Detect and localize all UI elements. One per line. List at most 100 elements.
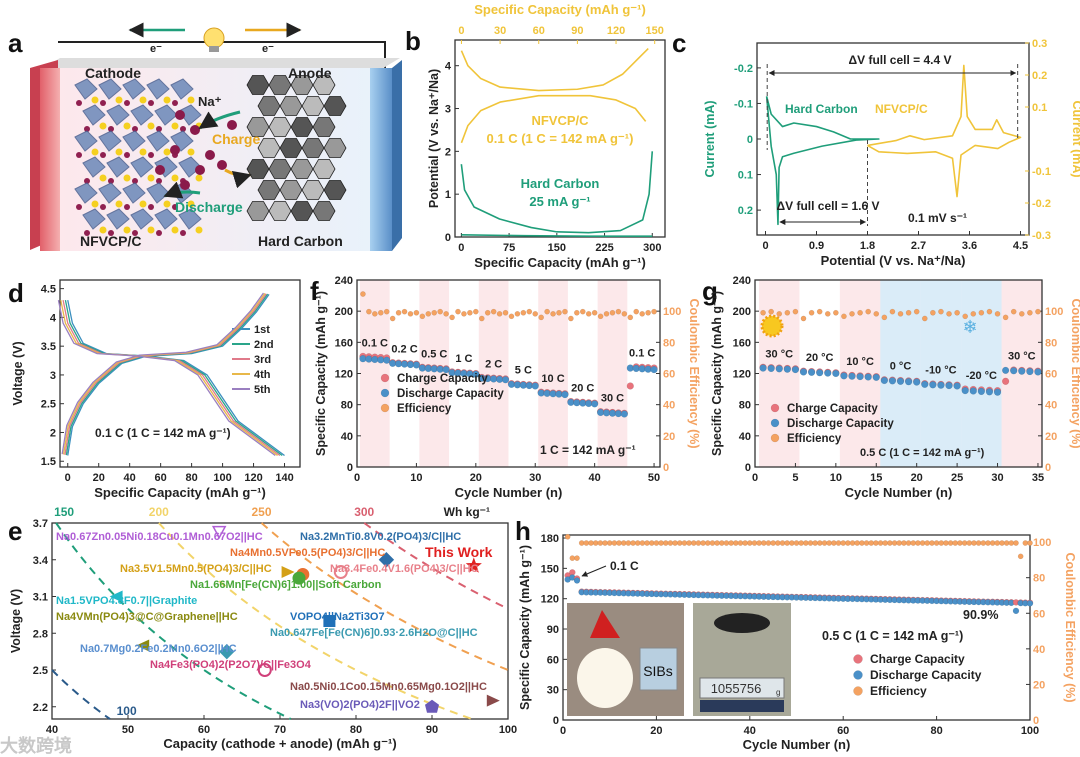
carbon-hexagon-icon <box>323 180 347 200</box>
efficiency-point <box>1027 309 1033 316</box>
energy-density-line <box>51 669 111 720</box>
sodium-atom-icon <box>172 100 178 106</box>
point-label: Na0.647Fe[Fe(CN)6]0.93·2.6H2O@C||HC <box>270 627 478 639</box>
discharge-capacity-point <box>1026 600 1034 607</box>
panel-h-axes: 0 20 40 60 80 1000306090120150180020406080100… <box>518 533 1077 752</box>
efficiency-point <box>425 310 432 317</box>
lattice-atom-icon <box>163 148 171 156</box>
cathode-material-label: NFVCP/C <box>80 233 141 249</box>
efficiency-point <box>490 308 497 315</box>
sodium-atom-icon <box>124 152 130 158</box>
annotation: 0.1 C <box>610 559 639 573</box>
panel-letter-f: f <box>310 276 319 306</box>
y2-tick-label: 60 <box>1045 369 1057 381</box>
y-tick-label: 90 <box>547 624 559 636</box>
sodium-atom-icon <box>84 178 90 184</box>
efficiency-point <box>484 309 491 316</box>
segment-label: -10 °C <box>925 365 956 377</box>
efficiency-point <box>407 310 414 317</box>
x-tick-label: 0.9 <box>809 240 824 252</box>
x2-tick-label: 120 <box>607 25 625 37</box>
efficiency-point <box>449 314 455 321</box>
segment-label: 30 °C <box>1008 351 1036 363</box>
discharge-capacity-point <box>880 376 889 385</box>
y2-tick-label: 0.1 <box>1032 102 1047 114</box>
lattice-atom-icon <box>171 122 179 130</box>
carbon-hexagon-icon <box>301 138 325 158</box>
sodium-atom-icon <box>148 100 154 106</box>
y2-tick-label: 20 <box>663 431 675 443</box>
watermark: 大数跨境 <box>0 735 72 756</box>
efficiency-point <box>832 309 839 316</box>
annotation: 0.1 mV s⁻¹ <box>908 211 967 225</box>
x-tick-label: 150 <box>548 242 566 254</box>
sodium-atom-icon <box>132 178 138 184</box>
efficiency-point <box>962 313 969 320</box>
panel-letter-h: h <box>515 516 531 546</box>
x-tick-label: 60 <box>155 472 167 484</box>
y-tick-label: 1 <box>445 189 451 201</box>
carbon-hexagon-icon <box>246 201 270 221</box>
discharge-capacity-point <box>472 370 480 378</box>
y-axis-title: Specific Capacity (mAh g⁻¹) <box>518 545 532 710</box>
x-tick-label: 20 <box>650 725 662 737</box>
cycle-3rd-curve <box>62 300 281 457</box>
discharge-capacity-point <box>896 377 905 385</box>
y-tick-label: 0 <box>745 462 751 474</box>
y-tick-label: 1.5 <box>41 456 56 468</box>
efficiency-point <box>873 310 880 317</box>
y-axis-title: Specific Capacity (mAh g⁻¹) <box>710 291 724 456</box>
energy-density-line <box>55 522 292 720</box>
y-tick-label: 2.2 <box>33 702 48 714</box>
y-tick-label: 0 <box>553 715 559 727</box>
efficiency-point <box>849 540 856 546</box>
cycle-1st-curve <box>67 300 285 457</box>
efficiency-point <box>970 310 977 317</box>
x-tick-label: 120 <box>244 472 262 484</box>
balance-display <box>699 677 785 699</box>
lattice-atom-icon <box>99 226 107 234</box>
legend-label: Discharge Capacity <box>787 418 894 430</box>
cycle-5th-curve <box>61 292 264 455</box>
discharge-capacity-point <box>888 377 897 385</box>
efficiency-point <box>431 309 438 316</box>
lattice-octahedron-icon <box>178 208 202 230</box>
series-line-3 <box>461 234 653 237</box>
efficiency-point <box>930 309 936 316</box>
efficiency-point <box>800 315 807 322</box>
carbon-hexagon-icon <box>312 159 336 179</box>
lattice-atom-icon <box>115 148 123 156</box>
sodium-atom-icon <box>156 126 162 132</box>
discharge-capacity-point <box>945 381 953 390</box>
series-line-2 <box>460 151 654 234</box>
lattice-octahedron-icon <box>82 104 106 126</box>
efficiency-point <box>784 309 791 316</box>
point-label: VOPO4||Na2Ti3O7 <box>290 611 385 623</box>
sodium-ion-icon <box>205 150 215 160</box>
legend-marker <box>380 388 390 398</box>
x2-axis-title: Specific Capacity (mAh g⁻¹) <box>474 2 646 17</box>
charge-label: Charge <box>212 131 260 147</box>
lattice-atom-icon <box>171 174 179 182</box>
lattice-atom-icon <box>139 96 147 104</box>
y-tick-label: 120 <box>733 369 751 381</box>
efficiency-point <box>526 308 533 315</box>
y2-tick-label: 80 <box>1045 337 1057 349</box>
sodium-atom-icon <box>100 204 106 210</box>
y2-tick-label: 0 <box>663 462 669 474</box>
discharge-capacity-point <box>921 380 929 389</box>
y2-tick-label: 40 <box>1045 400 1057 412</box>
x2-tick-label: 60 <box>533 25 545 37</box>
y-tick-label: 0.2 <box>738 205 753 217</box>
scale-unit: g <box>776 688 780 697</box>
discharge-capacity-point <box>856 372 864 381</box>
sodium-ion-label: Na⁺ <box>198 94 222 109</box>
snowflake-icon: ❄ <box>962 317 977 338</box>
efficiency-point <box>986 308 993 315</box>
legend-label: 1st <box>254 324 270 336</box>
efficiency-point <box>792 308 799 315</box>
sodium-ion-icon <box>175 110 185 120</box>
point-label: Na4Fe3(PO4)2(P2O7)/C||Fe3O4 <box>150 659 312 671</box>
y-tick-label: -0.2 <box>734 63 753 75</box>
